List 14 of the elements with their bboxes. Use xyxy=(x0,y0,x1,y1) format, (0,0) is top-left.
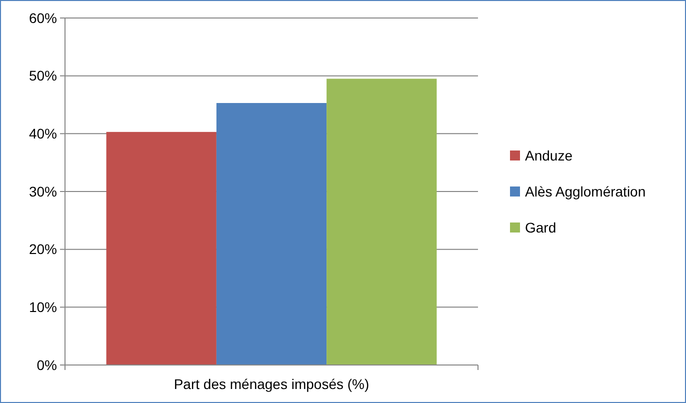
bar xyxy=(106,132,216,365)
legend-label: Anduze xyxy=(525,147,573,164)
x-tick-label: Part des ménages imposés (%) xyxy=(174,376,370,392)
legend-label: Gard xyxy=(525,219,556,236)
y-tick-label: 0% xyxy=(36,356,57,373)
y-tick-label: 20% xyxy=(28,241,57,258)
y-tick-label: 40% xyxy=(28,126,57,142)
y-tick-label: 10% xyxy=(28,299,57,316)
bar xyxy=(326,78,437,365)
y-tick-label: 50% xyxy=(28,68,57,84)
legend-label: Alès Agglomération xyxy=(525,183,646,200)
bar xyxy=(216,103,327,365)
y-tick-label: 60% xyxy=(28,10,57,26)
y-tick-label: 30% xyxy=(28,183,57,200)
